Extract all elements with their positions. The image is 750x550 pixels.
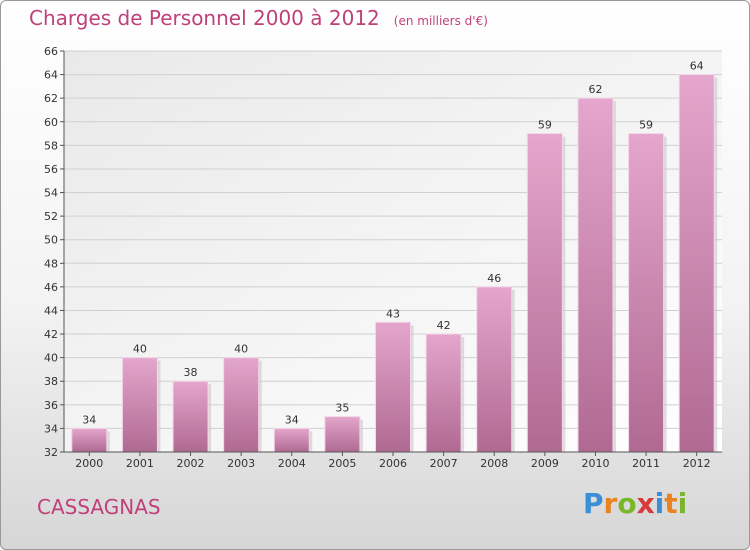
data-label: 40 [133, 343, 147, 356]
y-tick-label: 32 [44, 446, 58, 459]
bar-2006 [375, 321, 411, 453]
bar-2009 [526, 133, 563, 453]
x-tick-label: 2003 [227, 457, 255, 470]
x-tick-label: 2012 [683, 457, 711, 470]
x-tick-label: 2001 [126, 457, 154, 470]
y-tick-label: 58 [44, 139, 58, 152]
logo-letter: i [654, 487, 665, 520]
data-label: 43 [386, 307, 400, 320]
logo-letter: x [636, 487, 655, 520]
data-label: 59 [639, 119, 653, 132]
x-tick-label: 2002 [177, 457, 205, 470]
data-label: 46 [487, 272, 501, 285]
logo-letter: i [677, 487, 688, 520]
x-tick-label: 2005 [328, 457, 356, 470]
y-tick-label: 48 [44, 257, 58, 270]
data-label: 35 [335, 402, 349, 415]
y-tick-label: 64 [44, 69, 58, 82]
proxiti-logo[interactable]: Proxiti [583, 487, 687, 520]
bar-2004 [273, 427, 310, 453]
data-label: 38 [184, 366, 198, 379]
town-name: CASSAGNAS [37, 495, 161, 519]
bar-2003 [223, 357, 260, 453]
data-label: 34 [82, 413, 96, 426]
data-label: 40 [234, 343, 248, 356]
y-tick-label: 42 [44, 328, 58, 341]
y-tick-label: 34 [44, 422, 58, 435]
y-tick-label: 54 [44, 187, 58, 200]
bar-2002 [172, 380, 209, 453]
y-tick-label: 38 [44, 375, 58, 388]
bar-2007 [425, 333, 462, 453]
y-tick-label: 66 [44, 45, 58, 58]
y-tick-label: 52 [44, 210, 58, 223]
chart-title: Charges de Personnel 2000 à 2012 (en mill… [29, 6, 488, 30]
bar-2010 [577, 97, 614, 453]
x-tick-label: 2011 [632, 457, 660, 470]
data-label: 59 [538, 119, 552, 132]
x-tick-label: 2009 [531, 457, 559, 470]
logo-letter: r [603, 487, 618, 520]
y-tick-label: 40 [44, 352, 58, 365]
x-tick-label: 2007 [430, 457, 458, 470]
data-label: 62 [588, 83, 602, 96]
y-axis: 32 34 36 38 40 42 44 46 48 50 52 54 56 58 60 62 64 66 [44, 45, 65, 459]
chart-title-text: Charges de Personnel 2000 à 2012 [29, 6, 380, 30]
bar-2012 [678, 74, 715, 453]
data-label: 64 [690, 60, 704, 73]
y-tick-label: 44 [44, 304, 58, 317]
bar-2001 [121, 357, 158, 453]
y-tick-label: 46 [44, 281, 58, 294]
data-label: 42 [437, 319, 451, 332]
x-tick-label: 2004 [278, 457, 306, 470]
bar-2011 [628, 133, 665, 453]
x-tick-label: 2006 [379, 457, 407, 470]
bar-2008 [476, 286, 513, 453]
x-axis: 2000 2001 2002 2003 2004 2005 2006 2007 2008 2009… [64, 451, 722, 470]
chart-subtitle: (en milliers d'€) [393, 14, 488, 28]
y-tick-label: 36 [44, 399, 58, 412]
bar-2005 [324, 416, 361, 453]
x-tick-label: 2008 [480, 457, 508, 470]
x-tick-label: 2000 [75, 457, 103, 470]
bar-2000 [71, 427, 108, 453]
data-label: 34 [285, 413, 299, 426]
x-tick-label: 2010 [581, 457, 609, 470]
y-tick-label: 60 [44, 116, 58, 129]
y-tick-label: 56 [44, 163, 58, 176]
logo-letter: P [583, 487, 604, 520]
y-tick-label: 50 [44, 234, 58, 247]
logo-letter: o [617, 487, 637, 520]
bars: 34 40 38 40 34 35 43 42 46 59 62 59 64 [71, 60, 718, 453]
logo-letter: t [664, 487, 678, 520]
y-tick-label: 62 [44, 92, 58, 105]
